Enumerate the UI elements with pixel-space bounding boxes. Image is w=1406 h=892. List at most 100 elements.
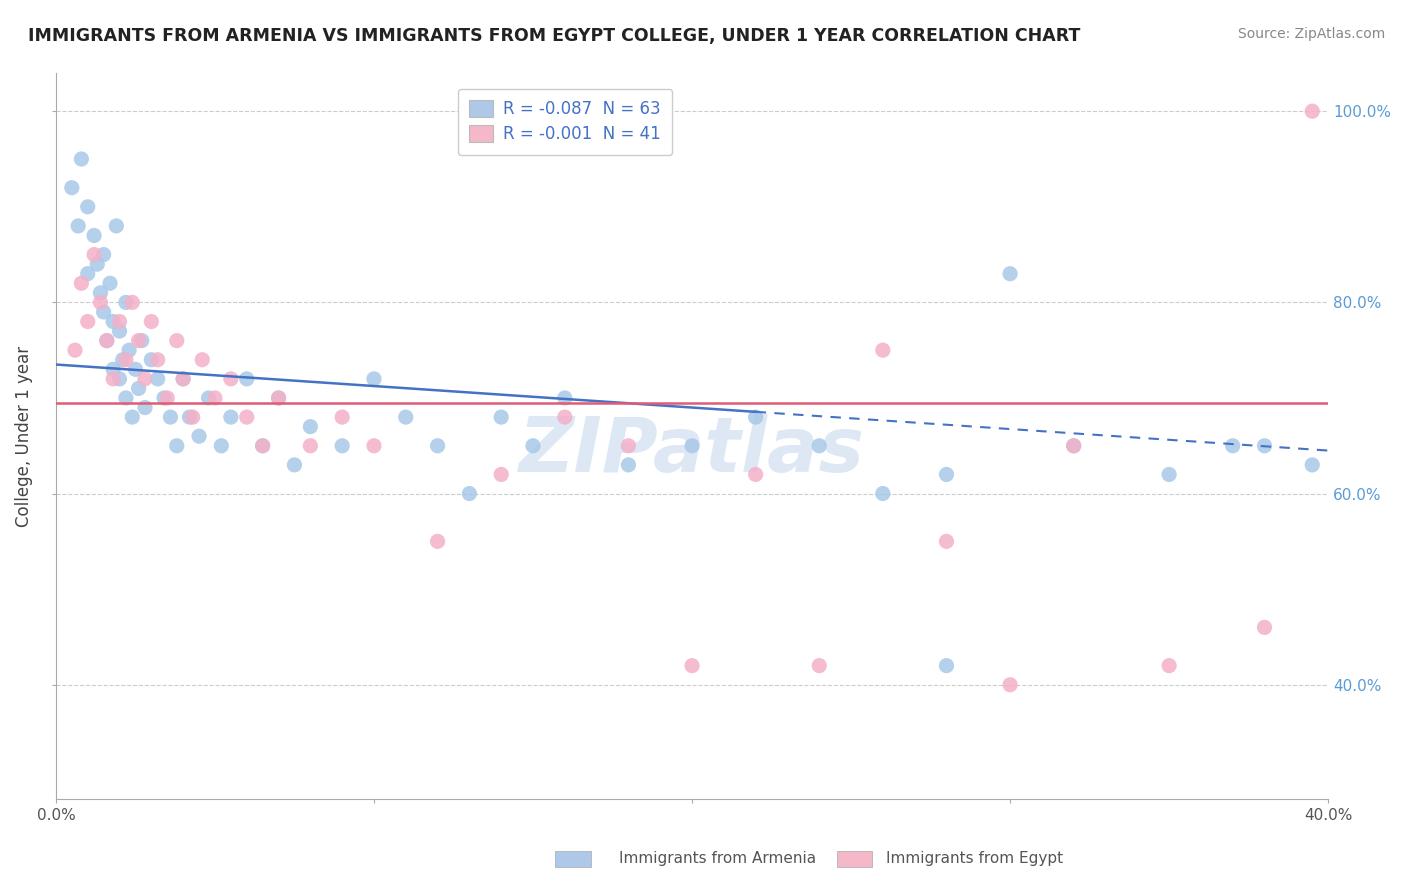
Point (108, 372, 131, 386)
Point (998, 267, 1021, 281)
Point (146, 352, 169, 367)
Point (299, 439, 322, 453)
Point (141, 352, 163, 367)
Point (96, 334, 118, 348)
Text: ZIPatlas: ZIPatlas (519, 414, 865, 488)
Point (101, 362, 124, 376)
Point (181, 410, 204, 425)
Point (121, 295, 143, 310)
Point (76, 314, 98, 328)
Point (1253, 620, 1275, 634)
Point (1159, 658, 1181, 673)
Point (89, 295, 111, 310)
Point (83, 247, 105, 261)
Point (76, 200, 98, 214)
Point (808, 658, 831, 673)
Point (146, 372, 169, 386)
Point (489, 410, 512, 425)
Point (554, 391, 576, 405)
Point (252, 439, 274, 453)
Point (108, 314, 131, 328)
Point (617, 439, 640, 453)
Point (808, 439, 831, 453)
Point (681, 439, 703, 453)
Point (172, 372, 194, 386)
Point (363, 439, 385, 453)
Point (131, 334, 153, 348)
Point (179, 410, 201, 425)
Point (219, 410, 242, 425)
Point (197, 391, 219, 405)
Point (172, 372, 194, 386)
Point (70, 152, 93, 166)
Point (330, 439, 353, 453)
Text: Source: ZipAtlas.com: Source: ZipAtlas.com (1237, 27, 1385, 41)
Point (395, 410, 418, 425)
Point (872, 486, 894, 500)
Point (191, 352, 214, 367)
Text: IMMIGRANTS FROM ARMENIA VS IMMIGRANTS FROM EGYPT COLLEGE, UNDER 1 YEAR CORRELATI: IMMIGRANTS FROM ARMENIA VS IMMIGRANTS FR… (28, 27, 1080, 45)
Point (998, 678, 1021, 692)
Point (235, 372, 257, 386)
Point (134, 401, 156, 415)
Point (118, 343, 141, 358)
Point (744, 410, 766, 425)
Point (108, 324, 131, 338)
Point (115, 352, 138, 367)
Point (1253, 439, 1275, 453)
Point (76, 267, 98, 281)
Point (204, 391, 226, 405)
Point (426, 439, 449, 453)
Point (156, 391, 179, 405)
Point (83, 228, 105, 243)
Point (330, 410, 353, 425)
Point (283, 458, 305, 472)
Point (89, 285, 111, 300)
Point (96, 334, 118, 348)
Point (134, 372, 156, 386)
Point (554, 410, 576, 425)
Point (522, 439, 544, 453)
Point (458, 486, 481, 500)
Point (153, 391, 176, 405)
Point (363, 372, 385, 386)
Point (86, 257, 108, 271)
Point (935, 658, 957, 673)
Point (935, 534, 957, 549)
Point (744, 467, 766, 482)
Point (121, 410, 143, 425)
Y-axis label: College, Under 1 year: College, Under 1 year (15, 346, 32, 527)
Point (235, 410, 257, 425)
Point (101, 314, 124, 328)
Point (872, 343, 894, 358)
Point (93, 305, 115, 319)
Point (115, 391, 138, 405)
Point (1222, 439, 1244, 453)
Point (1063, 439, 1085, 453)
Point (166, 439, 188, 453)
Point (67, 219, 90, 233)
Point (209, 439, 232, 453)
Point (617, 458, 640, 472)
Point (426, 534, 449, 549)
Point (115, 295, 138, 310)
Point (188, 429, 211, 443)
Point (219, 372, 242, 386)
Point (60, 180, 83, 194)
Point (105, 219, 128, 233)
Point (252, 439, 274, 453)
Point (1301, 104, 1323, 119)
Point (299, 419, 322, 434)
Point (141, 314, 163, 328)
Point (128, 334, 150, 348)
Point (681, 658, 703, 673)
Point (98, 277, 121, 291)
Point (267, 391, 290, 405)
Point (93, 247, 115, 261)
Legend: R = -0.087  N = 63, R = -0.001  N = 41: R = -0.087 N = 63, R = -0.001 N = 41 (457, 88, 672, 155)
Point (935, 467, 957, 482)
Point (166, 334, 188, 348)
Point (489, 467, 512, 482)
Point (63, 343, 86, 358)
Point (70, 277, 93, 291)
